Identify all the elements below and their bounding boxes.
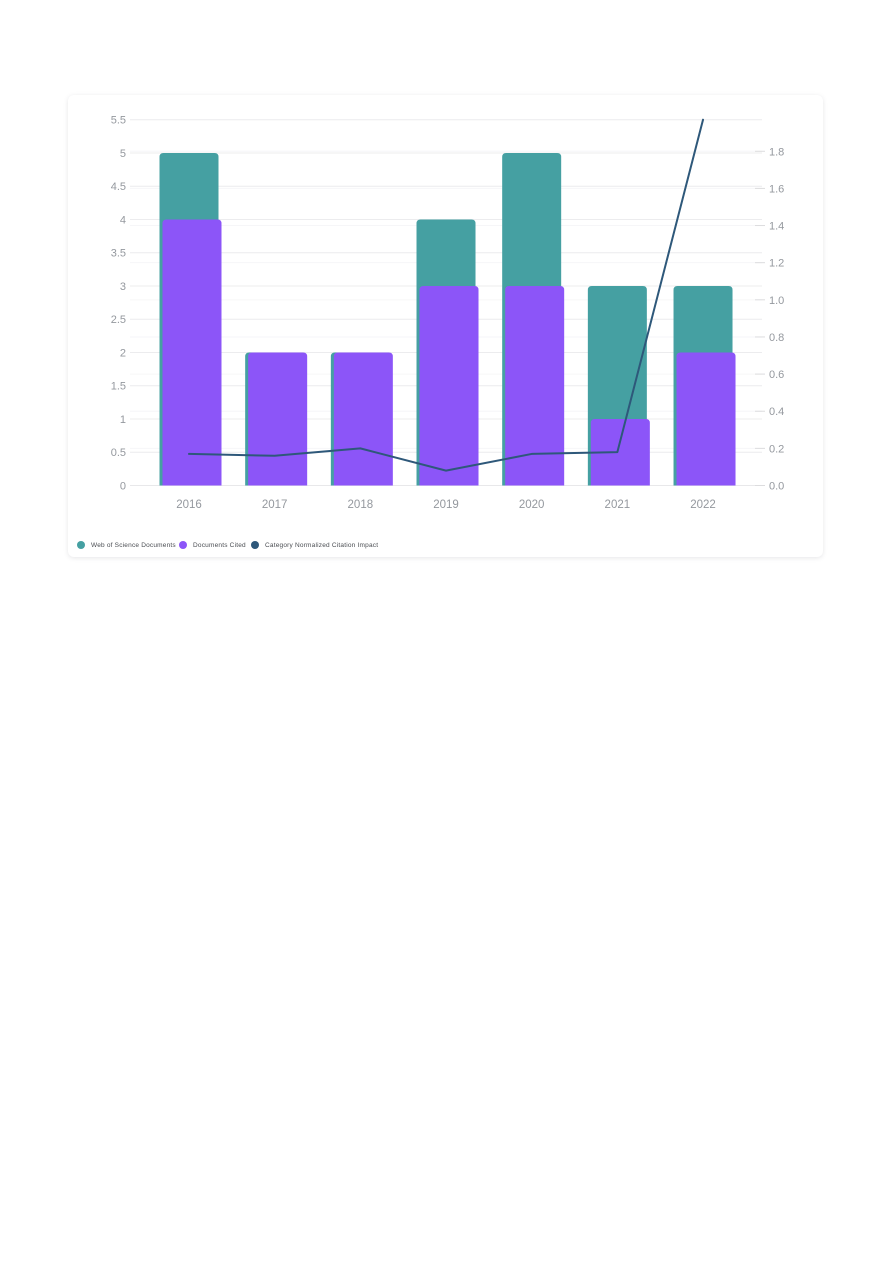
right-axis-tick-label: 0.6: [769, 369, 784, 381]
legend-label-documents-cited: Documents Cited: [193, 541, 246, 549]
bar-documents-cited-2016[interactable]: [162, 219, 222, 486]
legend-item-category-normalized-citation-impact[interactable]: Category Normalized Citation Impact: [251, 541, 378, 549]
bar-documents-cited-2017[interactable]: [248, 352, 308, 486]
right-axis-tick-label: 0.2: [769, 443, 784, 455]
legend-dot-category-normalized-citation-impact-icon: [251, 541, 259, 549]
left-axis-tick-label: 3.5: [111, 248, 126, 260]
bar-documents-cited-2022[interactable]: [676, 352, 736, 486]
right-axis-tick-label: 0.4: [769, 406, 784, 418]
left-axis-tick-label: 1.5: [111, 381, 126, 393]
left-axis-tick-label: 1: [120, 414, 126, 426]
left-axis-tick-label: 2: [120, 347, 126, 359]
left-axis-tick-label: 4.5: [111, 181, 126, 193]
citation-report-chart-card: 0 0.5 1 1.5 2 2.5 3 3.5 4 4.5 5 5.5 0.0 0.2 0.4 0.6 0.8 1…: [68, 95, 823, 557]
x-axis-label-2020: 2020: [519, 499, 545, 511]
left-axis-tick-label: 0.5: [111, 447, 126, 459]
legend-dot-documents-cited-icon: [179, 541, 187, 549]
left-axis-tick-label: 3: [120, 281, 126, 293]
x-axis-label-2019: 2019: [433, 499, 459, 511]
line-category-normalized-citation-impact[interactable]: [188, 118, 705, 472]
left-axis-tick-label: 5: [120, 148, 126, 160]
combo-chart-plot: 0 0.5 1 1.5 2 2.5 3 3.5 4 4.5 5 5.5 0.0 0.2 0.4 0.6 0.8 1…: [111, 115, 785, 511]
x-axis-label-2018: 2018: [348, 499, 374, 511]
x-axis-label-2021: 2021: [605, 499, 631, 511]
right-axis-tick-label: 1.4: [769, 221, 784, 233]
right-axis-tick-label: 1.8: [769, 146, 784, 158]
right-axis-tick-label: 1.0: [769, 295, 784, 307]
x-axis-label-2017: 2017: [262, 499, 288, 511]
chart-legend: Web of Science Documents Documents Cited…: [68, 541, 823, 557]
left-axis-tick-label: 2.5: [111, 314, 126, 326]
right-axis-tick-label: 1.6: [769, 183, 784, 195]
left-axis-tick-label: 4: [120, 214, 126, 226]
legend-item-web-of-science-documents[interactable]: Web of Science Documents: [77, 541, 176, 549]
left-axis-tick-label: 5.5: [111, 115, 126, 127]
legend-label-category-normalized-citation-impact: Category Normalized Citation Impact: [265, 541, 379, 549]
x-axis-label-2022: 2022: [690, 499, 716, 511]
right-axis-tick-label: 1.2: [769, 258, 784, 270]
legend-item-documents-cited[interactable]: Documents Cited: [179, 541, 246, 549]
bar-documents-cited-2020[interactable]: [505, 285, 565, 486]
legend-dot-web-of-science-documents-icon: [77, 541, 85, 549]
left-axis-tick-label: 0: [120, 481, 126, 493]
right-axis-tick-label: 0.0: [769, 481, 784, 493]
bar-documents-cited-2019[interactable]: [419, 285, 479, 486]
right-axis-tick-label: 0.8: [769, 332, 784, 344]
bar-documents-cited-2021[interactable]: [590, 418, 650, 486]
x-axis-label-2016: 2016: [176, 499, 202, 511]
legend-label-web-of-science-documents: Web of Science Documents: [91, 541, 176, 549]
bar-documents-cited-2018[interactable]: [333, 352, 393, 486]
